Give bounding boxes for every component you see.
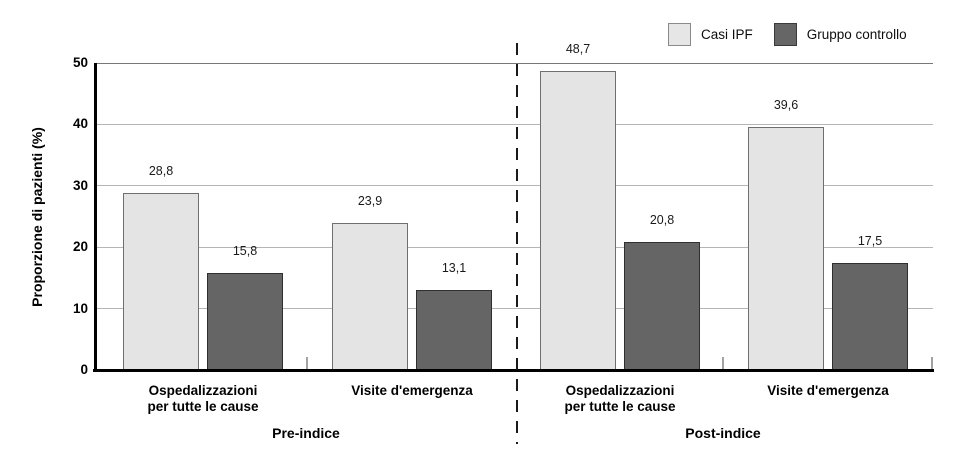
- legend-item-casi-ipf: Casi IPF: [668, 23, 753, 46]
- bar-casi-ipf: [123, 193, 199, 370]
- bar-value-label: 48,7: [565, 41, 591, 56]
- bar-value-label: 20,8: [649, 213, 675, 228]
- category-label-pre-visite-emergenza: Visite d'emergenza: [351, 383, 473, 398]
- y-tick-label-20: 20: [72, 239, 88, 255]
- bar-gruppo-controllo: [624, 242, 700, 370]
- bar-value-label: 13,1: [441, 260, 467, 275]
- category-label-pre-ospedalizzazioni: Ospedalizzazioni per tutte le cause: [147, 383, 259, 414]
- legend-label-casi-ipf: Casi IPF: [701, 27, 753, 42]
- y-tick-label-0: 0: [80, 362, 88, 377]
- legend-label-gruppo-controllo: Gruppo controllo: [806, 27, 907, 42]
- gridline-20: [96, 246, 933, 248]
- bar-casi-ipf: [332, 223, 408, 370]
- x-axis-minor-tick: [931, 357, 933, 370]
- gridline-10: [96, 308, 933, 310]
- legend: Casi IPF Gruppo controllo: [668, 23, 907, 46]
- y-tick-label-40: 40: [72, 116, 88, 132]
- casi-ipf-swatch-icon: [668, 23, 691, 46]
- legend-item-gruppo-controllo: Gruppo controllo: [773, 23, 907, 46]
- gridline-30: [96, 185, 933, 187]
- y-tick-label-30: 30: [72, 177, 88, 193]
- category-label-post-ospedalizzazioni: Ospedalizzazioni per tutte le cause: [564, 383, 676, 414]
- bar-gruppo-controllo: [832, 262, 908, 370]
- y-tick-label-50: 50: [72, 55, 88, 70]
- group-label-pre-indice: Pre-indice: [272, 425, 340, 441]
- bar-value-label: 15,8: [232, 243, 258, 258]
- bar-value-label: 39,6: [773, 97, 799, 112]
- bar-gruppo-controllo: [416, 289, 492, 370]
- x-axis-minor-tick: [306, 357, 308, 370]
- x-axis-line: [93, 369, 934, 372]
- bar-casi-ipf: [540, 70, 616, 370]
- x-axis-minor-tick: [722, 357, 724, 370]
- bar-value-label: 23,9: [357, 194, 383, 209]
- gruppo-controllo-swatch-icon: [773, 23, 797, 46]
- y-tick-label-10: 10: [72, 300, 88, 316]
- gridline-40: [96, 123, 933, 125]
- gridline-50: [96, 62, 933, 64]
- y-axis-line: [94, 63, 97, 372]
- bar-value-label: 17,5: [857, 233, 883, 248]
- pre-post-divider-dashed-line: [516, 43, 518, 444]
- group-label-post-indice: Post-indice: [685, 425, 761, 441]
- bar-gruppo-controllo: [207, 272, 283, 370]
- bar-value-label: 28,8: [148, 164, 174, 179]
- bar-casi-ipf: [748, 126, 824, 370]
- y-axis-title: Proporzione di pazienti (%): [29, 127, 45, 307]
- category-label-post-visite-emergenza: Visite d'emergenza: [767, 383, 889, 398]
